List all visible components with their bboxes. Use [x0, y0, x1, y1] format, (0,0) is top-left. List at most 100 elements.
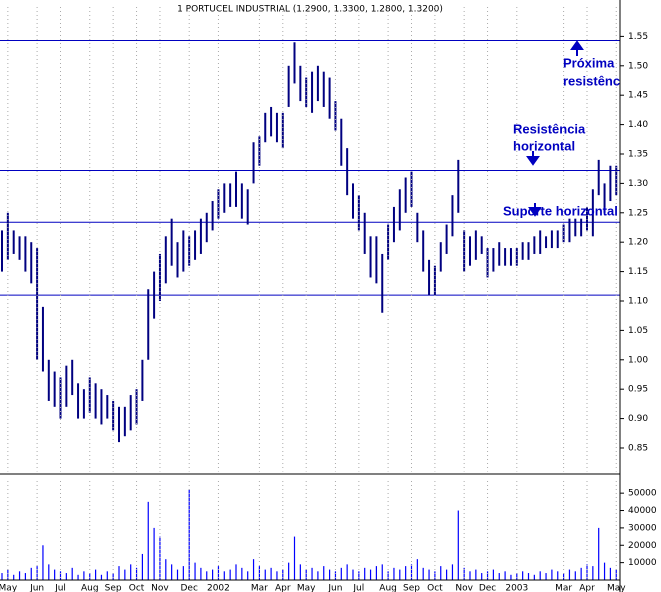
volume-bar — [410, 564, 413, 580]
volume-bar — [305, 569, 307, 580]
chart-title: 1 PORTUCEL INDUSTRIAL (1.2900, 1.3300, 1… — [177, 5, 443, 15]
y-tick-label: 20000 — [628, 541, 657, 551]
volume-bar — [124, 569, 126, 580]
volume-bar — [609, 567, 611, 580]
y-tick-label: 30000 — [628, 523, 657, 533]
y-tick-label: 1.35 — [628, 149, 648, 159]
volume-bar — [603, 562, 606, 580]
volume-bar — [229, 569, 231, 580]
y-tick-label: 1.45 — [628, 91, 648, 101]
y-tick-label: 1.55 — [628, 32, 648, 42]
volume-bar — [65, 573, 67, 580]
volume-bar — [340, 567, 342, 580]
x-tick-label: Jul — [352, 584, 364, 592]
volume-bar — [71, 567, 73, 580]
x-tick-label: Dec — [180, 584, 197, 592]
volume-bar — [77, 574, 79, 580]
volume-bar — [615, 569, 617, 580]
volume-bar — [48, 564, 50, 580]
volume-bar — [89, 573, 91, 580]
volume-bar — [18, 571, 21, 580]
volume-bar — [364, 567, 366, 580]
volume-bar — [481, 573, 483, 580]
volume-bar — [200, 567, 202, 580]
volume-bar — [504, 571, 506, 580]
volume-bar — [533, 574, 535, 580]
volume-bar — [440, 566, 442, 580]
volume-bar — [206, 571, 208, 580]
x-tick-label: Dec — [479, 584, 496, 592]
x-tick-label: Aug — [379, 584, 397, 592]
volume-bar — [235, 564, 237, 580]
y-tick-label: 40000 — [628, 506, 657, 516]
volume-bar — [323, 566, 325, 580]
x-tick-label: Aug — [81, 584, 99, 592]
annotation: Próxima — [563, 55, 615, 70]
volume-bar — [551, 569, 553, 580]
volume-bar — [422, 567, 424, 580]
y-tick-label: 0.85 — [628, 443, 648, 453]
volume-bar — [147, 501, 149, 580]
volume-bar — [276, 571, 278, 580]
x-tick-label: Oct — [427, 584, 443, 592]
y-tick-label: 50000 — [628, 489, 657, 499]
volume-bar — [264, 569, 266, 580]
volume-bar — [299, 564, 301, 580]
volume-bar — [288, 562, 290, 580]
volume-bar — [194, 562, 196, 580]
volume-bar — [498, 573, 500, 580]
x-tick-label: Jun — [327, 584, 342, 592]
x-tick-label: May — [0, 584, 18, 592]
volume-bar — [311, 567, 313, 580]
volume-bar — [592, 566, 594, 580]
x-tick-label: Nov — [455, 584, 473, 592]
x-tick-label: Mar — [251, 584, 268, 592]
volume-bar — [54, 569, 56, 580]
volume-bar — [83, 571, 85, 580]
volume-bar — [1, 573, 3, 580]
volume-bar — [545, 573, 547, 580]
volume-bar — [171, 564, 173, 580]
volume-bar — [369, 569, 372, 580]
volume-bar — [516, 573, 518, 580]
volume-bar — [405, 566, 407, 580]
volume-bar — [563, 573, 565, 580]
x-tick-label: Oct — [129, 584, 145, 592]
volume-panel — [1, 489, 617, 580]
volume-bar — [334, 571, 337, 580]
volume-bar — [106, 571, 108, 580]
y-tick-label: 1.30 — [628, 179, 648, 189]
volume-bar — [375, 566, 377, 580]
x-tick-label: 2002 — [207, 584, 230, 592]
y-tick-label: 1.00 — [628, 355, 648, 365]
volume-bar — [586, 564, 588, 580]
volume-bar — [358, 571, 360, 580]
volume-bar — [13, 574, 15, 580]
volume-bar — [223, 571, 225, 580]
volume-bar — [381, 564, 383, 580]
volume-bar — [252, 559, 255, 580]
volume-bar — [141, 553, 143, 580]
volume-bar — [176, 569, 179, 580]
y-tick-label: 10000 — [628, 558, 657, 568]
volume-bar — [352, 569, 354, 580]
volume-bar — [416, 559, 418, 580]
volume-bar — [510, 574, 512, 580]
x-tick-label: May — [607, 584, 626, 592]
volume-bar — [539, 571, 541, 580]
volume-bar — [165, 559, 167, 580]
annotation: Resistência — [513, 121, 586, 136]
volume-bar — [469, 571, 471, 580]
volume-bar — [574, 571, 576, 580]
volume-bar — [568, 569, 571, 580]
y-tick-label: 1.25 — [628, 208, 648, 218]
volume-bar — [159, 536, 161, 580]
x-tick-label: Jun — [29, 584, 44, 592]
annotations: Próxima resistência Resistência horizont… — [503, 40, 620, 218]
volume-bar — [580, 567, 582, 580]
volume-bar — [130, 564, 132, 580]
volume-bar — [59, 571, 62, 580]
y-tick-label: 1.10 — [628, 296, 648, 306]
